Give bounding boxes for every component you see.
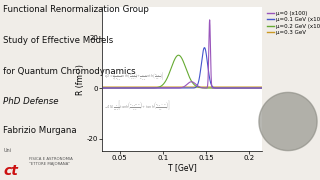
X-axis label: T [GeV]: T [GeV] xyxy=(168,163,197,172)
Text: PhD Defense: PhD Defense xyxy=(3,97,59,106)
Text: $\partial_t\Sigma\!=\!\frac{1}{2}\!\left[\frac{3}{E_{k,\pi}}\coth\!\left(\frac{E: $\partial_t\Sigma\!=\!\frac{1}{2}\!\left… xyxy=(104,70,164,82)
Text: FISICA E ASTRONOMIA
"ETTORE MAJORANA": FISICA E ASTRONOMIA "ETTORE MAJORANA" xyxy=(29,157,73,166)
Text: ct: ct xyxy=(3,164,18,178)
Legend: μ=0 (x100), μ=0.1 GeV (x100), μ=0.2 GeV (x100), μ=0.3 GeV: μ=0 (x100), μ=0.1 GeV (x100), μ=0.2 GeV … xyxy=(265,8,320,37)
Y-axis label: R (fm⁻¹): R (fm⁻¹) xyxy=(76,64,85,95)
Text: Fabrizio Murgana: Fabrizio Murgana xyxy=(3,126,77,135)
Text: $-4N_c\frac{1}{E_{k,q}}\!\left[\tanh\!\left(\frac{E_{k,q}-\mu}{2T}\right)\!+\tan: $-4N_c\frac{1}{E_{k,q}}\!\left[\tanh\!\l… xyxy=(104,98,170,112)
Polygon shape xyxy=(259,92,317,151)
Text: Uni: Uni xyxy=(3,148,11,153)
Text: Functional Renormalization Group: Functional Renormalization Group xyxy=(3,5,149,14)
Text: Study of Effective Models: Study of Effective Models xyxy=(3,36,114,45)
Text: for Quantum Chromodynamics: for Quantum Chromodynamics xyxy=(3,67,136,76)
